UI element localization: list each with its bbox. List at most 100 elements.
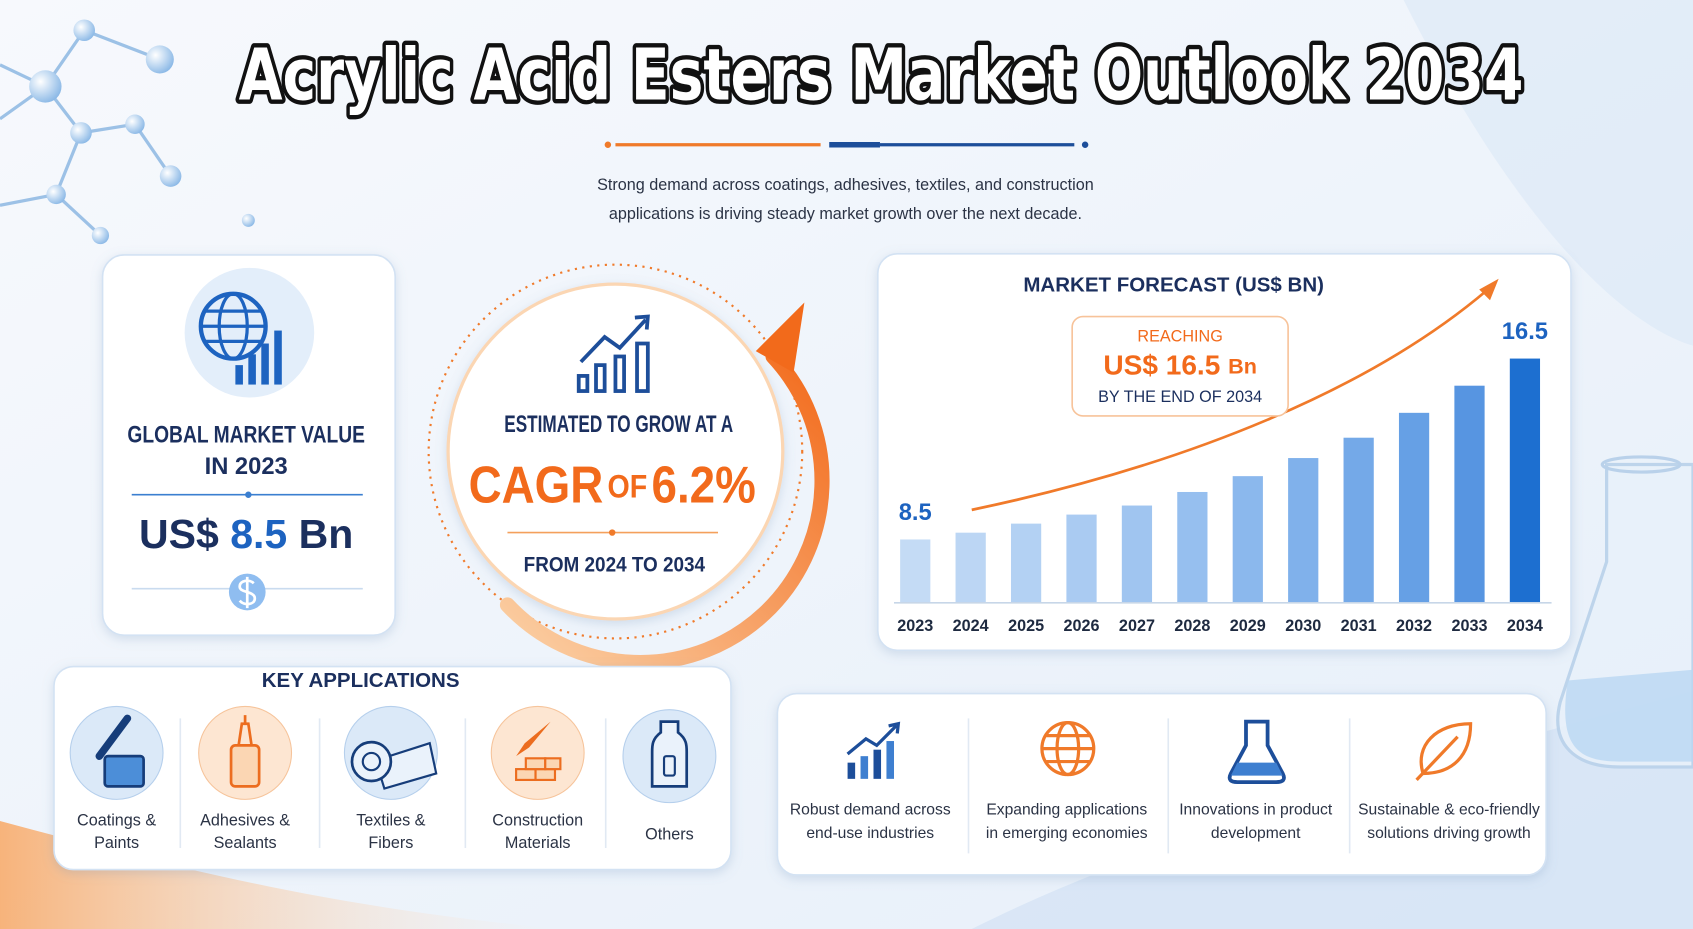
bar: [1121, 505, 1153, 603]
bar: [1177, 491, 1208, 603]
drivers-card: [776, 692, 1547, 876]
construction-icon: [490, 705, 585, 800]
globe-icon: [1040, 721, 1096, 777]
application-label: Others: [645, 825, 694, 843]
cagr-word: CAGR: [469, 455, 604, 513]
driver-label: end-use industries: [806, 825, 934, 842]
market-value-label: IN 2023: [205, 453, 288, 480]
trend-arrow-head: [1479, 278, 1499, 301]
application-label: Sealants: [214, 834, 277, 852]
growth-arc: [499, 348, 830, 671]
driver-label: Expanding applications: [986, 801, 1147, 818]
callout-value: US$ 16.5 Bn: [1103, 350, 1257, 381]
driver-label: Sustainable & eco-friendly: [1358, 801, 1540, 818]
subtitle-line: Strong demand across coatings, adhesives…: [597, 176, 1094, 194]
bar: [1066, 514, 1097, 603]
cagr-intro: ESTIMATED TO GROW AT A: [504, 411, 733, 438]
growth-icon: [576, 314, 650, 393]
market-value: US$ 8.5 Bn: [139, 511, 353, 557]
flask: [1556, 455, 1693, 769]
unit: Bn: [299, 511, 354, 557]
bar: [1454, 385, 1485, 603]
title-divider: [604, 141, 1089, 148]
x-tick-label: 2024: [953, 617, 989, 635]
amount: 8.5: [230, 511, 287, 557]
callout-top: REACHING: [1137, 327, 1222, 345]
divider-dot: [245, 491, 252, 498]
x-tick-label: 2028: [1174, 617, 1210, 635]
cagr-circle: [446, 282, 785, 621]
bar: [1288, 458, 1319, 603]
x-tick-label: 2025: [1008, 617, 1044, 635]
trend-arrow: [971, 288, 1489, 512]
application-label: Materials: [505, 834, 571, 852]
application-label: Adhesives &: [200, 811, 290, 829]
application-label: Construction: [492, 811, 583, 829]
textiles-icon: [343, 705, 438, 800]
driver-label: in emerging economies: [986, 825, 1148, 842]
bar: [1343, 437, 1374, 603]
x-tick-label: 2031: [1341, 617, 1377, 635]
atoms: [29, 19, 255, 245]
swoosh: [0, 820, 562, 929]
applications-title: KEY APPLICATIONS: [262, 669, 460, 692]
bar: [1232, 476, 1263, 603]
flask-icon: [1227, 719, 1286, 784]
driver-label: Robust demand across: [790, 801, 951, 818]
leaf-icon: [1415, 722, 1473, 782]
currency: US$: [139, 511, 219, 557]
x-tick-label: 2029: [1230, 617, 1266, 635]
driver-label: development: [1211, 825, 1301, 842]
data-label: 8.5: [899, 499, 932, 526]
application-label: Textiles &: [356, 811, 425, 829]
bar: [955, 532, 986, 603]
cagr-rate: 6.2%: [652, 455, 756, 513]
x-tick-label: 2026: [1064, 617, 1100, 635]
bar: [1509, 358, 1541, 603]
x-tick-label: 2034: [1507, 617, 1543, 635]
market-value-card: [101, 254, 396, 636]
title: Acrylic Acid Esters Market Outlook 2034: [239, 33, 1524, 116]
driver-dividers: [967, 718, 1351, 854]
bar: [900, 539, 931, 603]
application-labels: Coatings & Paints Adhesives & Sealants Texti…: [77, 811, 694, 852]
others-icon: [622, 709, 717, 804]
dollar-icon: [228, 573, 266, 611]
driver-label: solutions driving growth: [1367, 825, 1530, 842]
driver-labels: Robust demand across end-use industries Ex…: [790, 801, 1540, 842]
application-label: Coatings &: [77, 811, 156, 829]
data-label: 16.5: [1502, 318, 1548, 345]
x-tick-label: 2023: [897, 617, 933, 635]
demand-icon: [846, 721, 901, 779]
cagr-value: CAGR OF 6.2%: [469, 455, 756, 513]
x-tick-label: 2027: [1119, 617, 1155, 635]
chart-title: MARKET FORECAST (US$ BN): [1023, 274, 1324, 297]
divider-dot: [608, 529, 616, 536]
unit: Bn: [1228, 353, 1257, 378]
application-label: Paints: [94, 834, 139, 852]
currency: US$: [1103, 350, 1158, 381]
adhesives-icon: [198, 705, 293, 800]
bar: [1398, 412, 1430, 603]
dotted-ring: [427, 263, 804, 640]
cagr-of: OF: [608, 468, 648, 504]
arc-arrow-head: [755, 302, 805, 373]
application-dividers: [179, 718, 607, 848]
x-tick-label: 2030: [1285, 617, 1321, 635]
callout-bottom: BY THE END OF 2034: [1098, 388, 1262, 406]
amount: 16.5: [1166, 350, 1221, 381]
coatings-icon: [69, 705, 164, 800]
application-label: Fibers: [368, 834, 413, 852]
cagr-period: FROM 2024 TO 2034: [524, 552, 705, 577]
subtitle-line: applications is driving steady market gr…: [609, 205, 1082, 223]
x-tick-label: 2032: [1396, 617, 1432, 635]
wave: [1403, 0, 1693, 346]
market-value-label: GLOBAL MARKET VALUE: [127, 422, 365, 449]
bar-chart: 2023 8.5 2024 2025 2026 2027 2028 2029 2030 2031 2…: [897, 318, 1548, 635]
x-tick-label: 2033: [1451, 617, 1487, 635]
globe-icon: [184, 267, 315, 398]
driver-label: Innovations in product: [1179, 801, 1333, 818]
callout-box: [1071, 315, 1289, 417]
